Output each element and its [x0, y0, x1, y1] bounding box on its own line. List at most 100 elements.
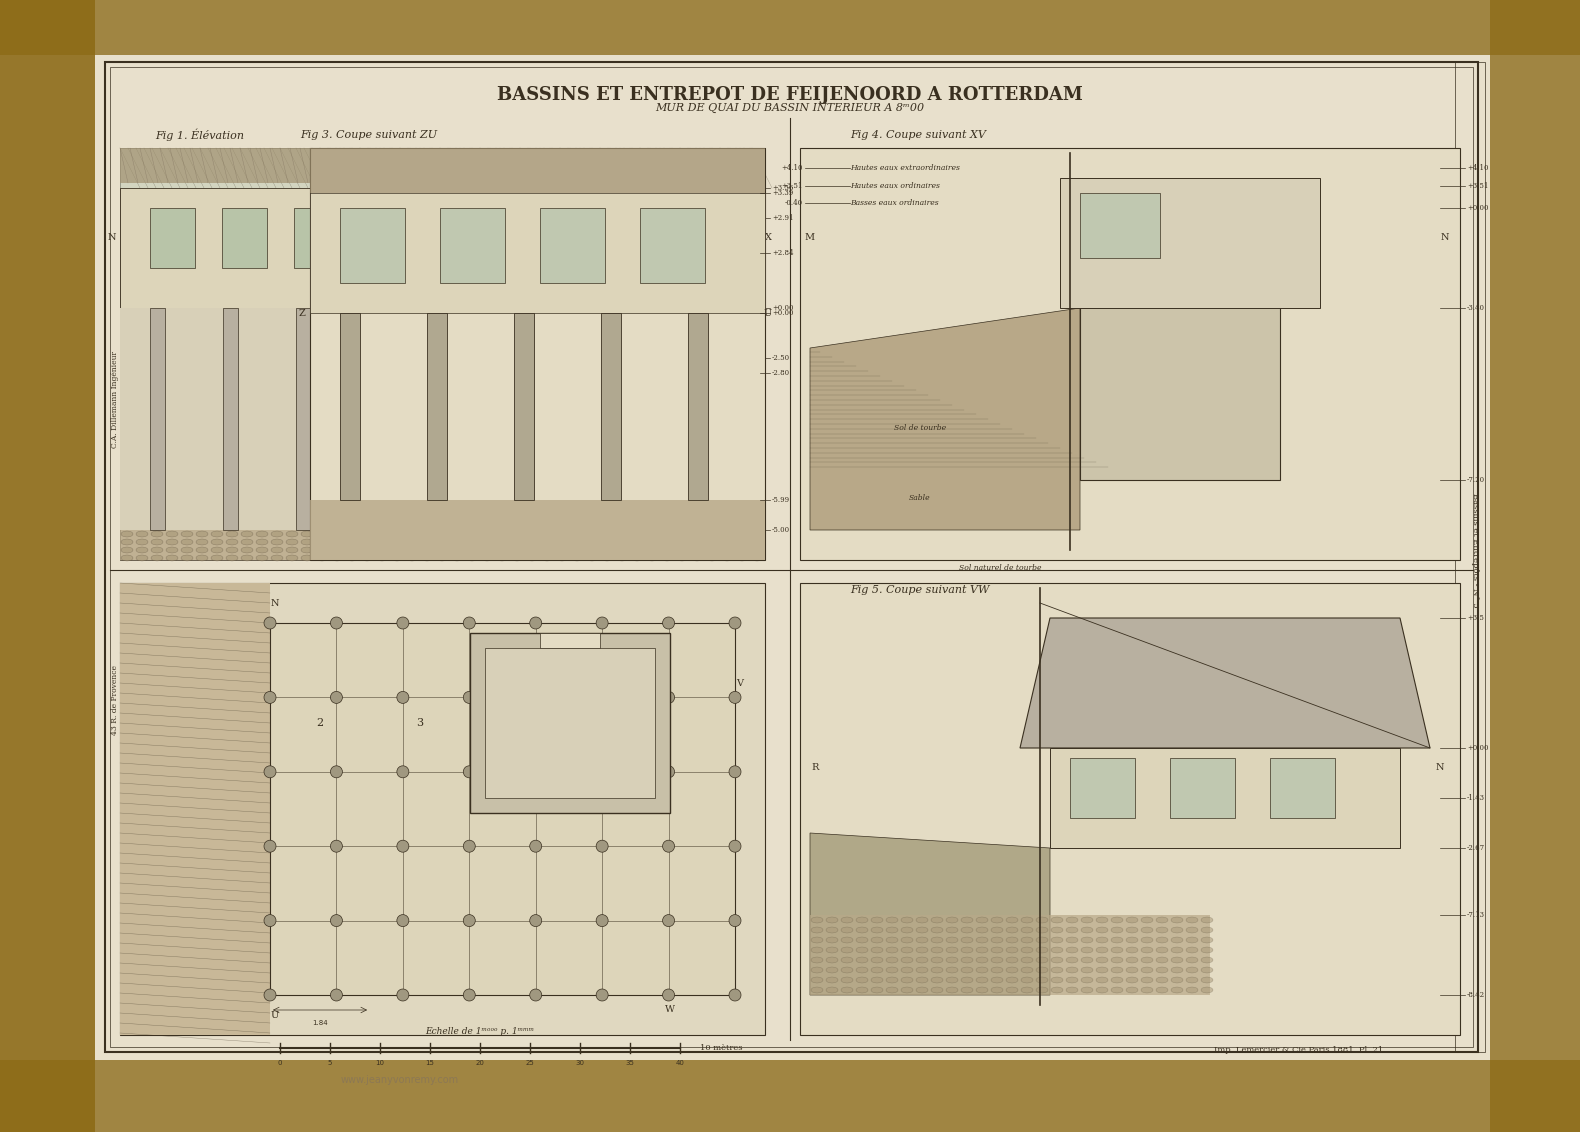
Ellipse shape — [1127, 967, 1138, 974]
Ellipse shape — [690, 539, 703, 544]
Ellipse shape — [1036, 967, 1048, 974]
Bar — [120, 148, 765, 188]
Bar — [662, 308, 676, 530]
Ellipse shape — [420, 555, 433, 561]
Ellipse shape — [390, 531, 403, 537]
Ellipse shape — [526, 547, 539, 554]
Ellipse shape — [1187, 917, 1198, 923]
Text: 10: 10 — [376, 1060, 384, 1066]
Ellipse shape — [901, 977, 913, 983]
Ellipse shape — [750, 539, 763, 544]
Ellipse shape — [166, 539, 179, 544]
Ellipse shape — [1051, 927, 1063, 933]
Ellipse shape — [406, 539, 419, 544]
Ellipse shape — [196, 539, 209, 544]
Ellipse shape — [212, 531, 223, 537]
Text: +3.56: +3.56 — [773, 185, 793, 192]
Ellipse shape — [1157, 937, 1168, 943]
Ellipse shape — [1171, 937, 1183, 943]
Ellipse shape — [376, 531, 389, 537]
Ellipse shape — [811, 977, 823, 983]
Ellipse shape — [1006, 927, 1018, 933]
Ellipse shape — [856, 927, 867, 933]
Ellipse shape — [736, 539, 747, 544]
Ellipse shape — [510, 539, 523, 544]
Ellipse shape — [1187, 987, 1198, 993]
Ellipse shape — [496, 531, 509, 537]
Circle shape — [596, 989, 608, 1001]
Text: Basses eaux ordinaires: Basses eaux ordinaires — [850, 199, 939, 207]
Ellipse shape — [196, 555, 209, 561]
Ellipse shape — [961, 927, 973, 933]
Bar — [367, 208, 411, 268]
Ellipse shape — [226, 547, 239, 554]
Ellipse shape — [466, 539, 479, 544]
Ellipse shape — [256, 531, 269, 537]
Ellipse shape — [720, 531, 733, 537]
Ellipse shape — [1187, 977, 1198, 983]
Ellipse shape — [1111, 957, 1123, 963]
Ellipse shape — [136, 555, 149, 561]
Circle shape — [728, 617, 741, 629]
Ellipse shape — [1081, 947, 1093, 953]
Ellipse shape — [841, 967, 853, 974]
Ellipse shape — [136, 539, 149, 544]
Ellipse shape — [886, 947, 897, 953]
Ellipse shape — [480, 547, 493, 554]
Ellipse shape — [450, 531, 463, 537]
Ellipse shape — [976, 977, 988, 983]
Bar — [1051, 748, 1400, 848]
Ellipse shape — [376, 539, 389, 544]
Ellipse shape — [931, 927, 943, 933]
Ellipse shape — [886, 937, 897, 943]
Ellipse shape — [1111, 947, 1123, 953]
Ellipse shape — [676, 547, 687, 554]
Ellipse shape — [1021, 947, 1033, 953]
Ellipse shape — [480, 531, 493, 537]
Text: MUR DE QUAI DU BASSIN INTERIEUR A 8ᵐ00: MUR DE QUAI DU BASSIN INTERIEUR A 8ᵐ00 — [656, 103, 924, 113]
Text: +3.51: +3.51 — [782, 182, 803, 190]
Text: -2.50: -2.50 — [773, 354, 790, 362]
Ellipse shape — [946, 967, 957, 974]
Ellipse shape — [991, 937, 1003, 943]
Bar — [469, 633, 670, 813]
Ellipse shape — [676, 555, 687, 561]
Ellipse shape — [1111, 967, 1123, 974]
Circle shape — [397, 840, 409, 852]
Ellipse shape — [196, 547, 209, 554]
Ellipse shape — [1036, 917, 1048, 923]
Ellipse shape — [1081, 957, 1093, 963]
Ellipse shape — [1051, 957, 1063, 963]
Text: +4.10: +4.10 — [1466, 164, 1488, 172]
Bar — [223, 308, 239, 530]
Circle shape — [662, 915, 675, 927]
Ellipse shape — [1081, 967, 1093, 974]
Ellipse shape — [916, 937, 927, 943]
Text: Fig 3. Coupe suivant ZU: Fig 3. Coupe suivant ZU — [300, 130, 438, 140]
Ellipse shape — [302, 531, 313, 537]
Ellipse shape — [916, 917, 927, 923]
Ellipse shape — [1006, 947, 1018, 953]
Ellipse shape — [1187, 967, 1198, 974]
Text: 20: 20 — [476, 1060, 485, 1066]
Bar — [120, 148, 765, 560]
Ellipse shape — [886, 927, 897, 933]
Ellipse shape — [676, 531, 687, 537]
Ellipse shape — [720, 539, 733, 544]
Ellipse shape — [1066, 957, 1078, 963]
Ellipse shape — [1171, 977, 1183, 983]
Circle shape — [463, 766, 476, 778]
Ellipse shape — [390, 547, 403, 554]
Ellipse shape — [1141, 917, 1153, 923]
Circle shape — [728, 692, 741, 703]
Text: +0.00: +0.00 — [1466, 744, 1488, 752]
Bar — [581, 208, 627, 268]
Ellipse shape — [586, 539, 597, 544]
Ellipse shape — [166, 547, 179, 554]
Ellipse shape — [1036, 957, 1048, 963]
Ellipse shape — [212, 547, 223, 554]
Ellipse shape — [152, 555, 163, 561]
Ellipse shape — [826, 917, 837, 923]
Bar — [1070, 758, 1134, 818]
Ellipse shape — [871, 927, 883, 933]
